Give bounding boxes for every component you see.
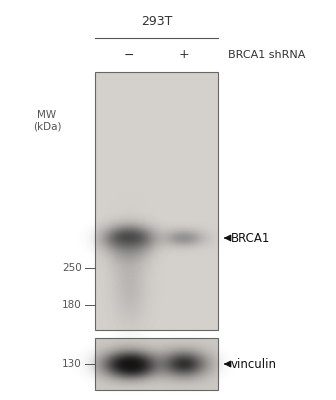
Text: MW
(kDa): MW (kDa) [33, 110, 61, 132]
Text: vinculin: vinculin [231, 358, 277, 370]
Text: BRCA1 shRNA: BRCA1 shRNA [228, 50, 305, 60]
Bar [95, 338, 218, 390]
Text: −: − [124, 48, 135, 62]
Text: 293T: 293T [141, 15, 172, 28]
Text: BRCA1: BRCA1 [231, 232, 270, 244]
Text: 180: 180 [62, 300, 82, 310]
Text: +: + [178, 48, 189, 62]
Text: 130: 130 [62, 359, 82, 369]
Bar [95, 72, 218, 330]
Text: 250: 250 [62, 263, 82, 273]
